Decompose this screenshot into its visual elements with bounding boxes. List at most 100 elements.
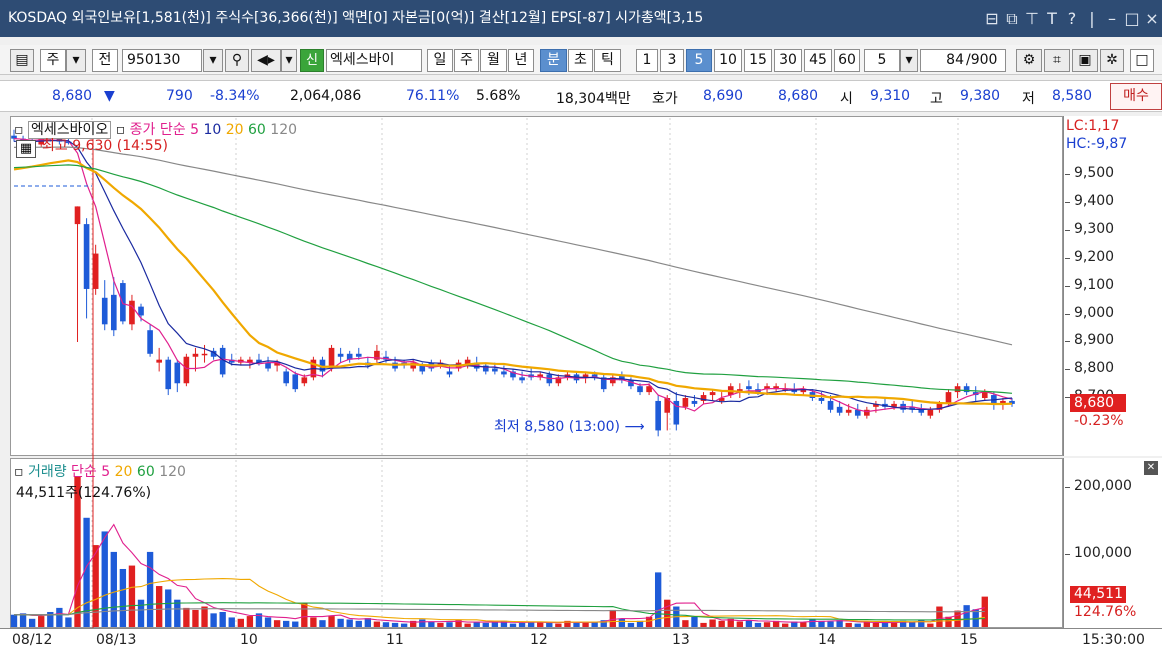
speaker-dropdown-icon[interactable]: ▾ [281,49,297,72]
interval-button-1[interactable]: 1 [636,49,658,72]
low-label: 저 [1022,91,1035,107]
interval-button-60[interactable]: 60 [834,49,860,72]
legend-stock-name[interactable]: 엑세스바이오 [27,121,112,139]
candle-body [936,403,943,410]
pin-icon[interactable]: ⊤ [1025,9,1039,28]
buy-button[interactable]: 매수 [1110,83,1162,110]
maximize-icon[interactable]: □ [1124,9,1140,28]
volume-bar [419,619,426,627]
candle-body [446,371,453,375]
period-button-5[interactable]: 초 [568,49,593,72]
interval-value-field[interactable]: 5 [864,49,900,72]
candle-body [873,403,879,407]
interval-button-45[interactable]: 45 [804,49,832,72]
period-button-1[interactable]: 주 [454,49,479,72]
change-percent: -8.34% [210,88,260,104]
interval-button-5[interactable]: 5 [686,49,712,72]
checkbox[interactable]: □ [1130,49,1154,72]
volume-bar [691,616,698,627]
volume-bar [854,623,861,627]
save-icon[interactable]: ▣ [1072,49,1098,72]
volume-bar [310,617,317,627]
speaker-icon[interactable]: ◀▸ [251,49,281,72]
volume-ma20-line [13,578,985,623]
candle-body [555,377,562,384]
volume-bar [183,607,190,627]
volume-bar [890,622,898,627]
volume-bar [518,622,526,627]
candle-body [174,362,181,384]
settings-icon[interactable]: ✲ [1100,49,1124,72]
legend-ma120: 120 [270,122,298,138]
price-plot-area[interactable] [10,116,1063,456]
candle-body [138,306,144,316]
candle-body [482,365,489,372]
search-icon[interactable]: ⚲ [225,49,249,72]
interval-button-30[interactable]: 30 [774,49,802,72]
help-icon[interactable]: ? [1067,9,1077,28]
stock-name-field[interactable]: 엑세스바이 [326,49,422,72]
interval-dropdown-icon[interactable]: ▾ [900,49,918,72]
candle-body [700,395,707,401]
period-select[interactable]: 주 [40,49,66,72]
candle-body [92,253,99,289]
interval-button-15[interactable]: 15 [744,49,772,72]
pane-close-icon[interactable]: ✕ [1144,461,1158,475]
period-button-0[interactable]: 일 [427,49,453,72]
legend-vol-ma20: 20 [114,464,133,480]
calendar-icon[interactable]: ▦ [16,140,36,158]
draw-tools-icon[interactable]: ⚙ [1016,49,1042,72]
tile-icon[interactable]: ⊟ [985,9,999,28]
compare-button[interactable]: 전 [92,49,118,72]
close-icon[interactable]: × [1145,9,1159,28]
period-button-2[interactable]: 월 [480,49,507,72]
legend-vol-ma120: 120 [159,464,186,480]
ask-price: 8,690 [703,88,744,104]
volume-bar [509,623,517,627]
volume-ma5-line [13,523,985,624]
volume-bar [863,622,871,627]
legend-ma60: 60 [248,122,266,138]
volume-bar [809,618,816,627]
interval-button-10[interactable]: 10 [714,49,742,72]
minimize-icon[interactable]: – [1108,9,1116,28]
count-input[interactable]: 84 [920,49,966,72]
copy-window-icon[interactable]: ⧉ [1006,9,1018,28]
title-bar: KOSDAQ 외국인보유[1,581(천)] 주식수[36,366(천)] 액면… [0,0,1162,37]
period-button-4[interactable]: 분 [540,49,567,72]
interval-button-3[interactable]: 3 [660,49,684,72]
volume-bar [582,622,589,627]
candle-body [83,224,90,289]
period-dropdown-icon[interactable]: ▾ [66,49,86,72]
candle-body [927,409,934,416]
volume-bar [827,621,834,627]
code-dropdown-icon[interactable]: ▾ [203,49,223,72]
indicator-icon[interactable]: ⌗ [1044,49,1070,72]
legend-square-icon: ▫ [14,464,24,480]
low-annotation: 최저 8,580 (13:00) ⟶ [494,416,645,436]
candle-body [655,400,661,431]
candle-body [410,362,417,369]
candle-body [818,398,825,401]
volume-bar [791,621,798,627]
volume-bar [782,623,789,627]
x-label: 15 [960,632,978,648]
candle-body [682,398,689,407]
volume-bar [373,621,381,627]
candle-body [673,400,680,425]
volume-bar [28,618,36,627]
period-button-3[interactable]: 년 [508,49,534,72]
font-icon[interactable]: T [1047,9,1057,28]
volume-bar [491,622,499,627]
stock-code-input[interactable]: 950130 [122,49,202,72]
price-change: 790 [166,88,193,104]
volume-bar [600,620,607,627]
price-tick-label: 9,300 [1064,220,1115,237]
layout-icon[interactable]: ▤ [10,49,34,72]
period-button-6[interactable]: 틱 [594,49,621,72]
candle-body [637,386,643,393]
volume-bar [391,622,399,627]
volume-plot-area[interactable] [10,458,1063,628]
candle-body [836,406,843,413]
price-tick-label: 8,800 [1064,360,1115,377]
